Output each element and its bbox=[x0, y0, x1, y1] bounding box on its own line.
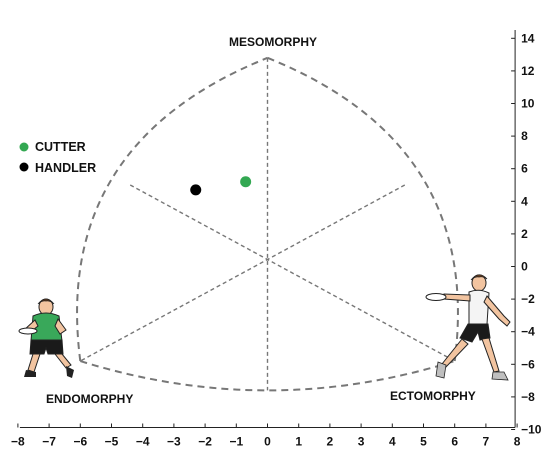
x-tick-label: −5 bbox=[105, 435, 119, 449]
y-tick-label: −8 bbox=[521, 390, 535, 404]
inner-line-right-to-endo bbox=[79, 184, 406, 362]
y-tick-label: 12 bbox=[521, 64, 535, 78]
x-tick-label: −2 bbox=[198, 435, 212, 449]
axes: −8 −7 −6 −5 −4 −3 −2 −1 0 1 2 3 4 5 6 7 8−10−8−6−4−20246… bbox=[11, 30, 542, 449]
y-tick-label: 0 bbox=[521, 260, 528, 274]
frisbee-player-endomorph-icon bbox=[18, 298, 74, 378]
y-tick-label: −2 bbox=[521, 292, 535, 306]
x-tick-label: 2 bbox=[327, 435, 334, 449]
x-tick-label: 1 bbox=[295, 435, 302, 449]
data-point-cutter bbox=[240, 176, 252, 188]
legend-label-cutter: CUTTER bbox=[35, 140, 86, 154]
legend-marker-handler bbox=[19, 162, 29, 172]
y-tick-label: −10 bbox=[521, 423, 542, 437]
y-tick-label: −4 bbox=[521, 325, 535, 339]
x-tick-label: 4 bbox=[389, 435, 396, 449]
legend-label-handler: HANDLER bbox=[35, 161, 96, 175]
y-tick-label: −6 bbox=[521, 357, 535, 371]
somatochart-outline bbox=[76, 56, 459, 392]
x-tick-label: 6 bbox=[451, 435, 458, 449]
x-tick-label: 5 bbox=[420, 435, 427, 449]
outline-right-arc bbox=[267, 56, 459, 362]
y-tick-label: 4 bbox=[521, 194, 528, 208]
x-tick-label: −6 bbox=[73, 435, 87, 449]
x-tick-label: 3 bbox=[358, 435, 365, 449]
y-tick-label: 2 bbox=[521, 227, 528, 241]
label-ectomorphy: ECTOMORPHY bbox=[390, 389, 476, 403]
y-tick-label: 14 bbox=[521, 31, 535, 45]
x-tick-label: 0 bbox=[264, 435, 271, 449]
legend: CUTTER HANDLER bbox=[19, 140, 96, 175]
outline-bottom-arc bbox=[80, 360, 455, 392]
x-tick-label: −8 bbox=[11, 435, 25, 449]
data-point-handler bbox=[190, 184, 202, 196]
legend-marker-cutter bbox=[19, 142, 29, 152]
x-tick-label: −3 bbox=[167, 435, 181, 449]
x-tick-label: −7 bbox=[42, 435, 56, 449]
x-tick-label: 7 bbox=[483, 435, 490, 449]
label-mesomorphy: MESOMORPHY bbox=[229, 35, 317, 49]
x-tick-label: 8 bbox=[514, 435, 521, 449]
data-points bbox=[190, 176, 252, 196]
inner-line-left-to-ecto bbox=[129, 184, 456, 362]
frisbee-player-ectomorph-icon bbox=[425, 274, 511, 381]
x-tick-label: −1 bbox=[229, 435, 243, 449]
y-tick-label: 10 bbox=[521, 97, 535, 111]
y-tick-label: 8 bbox=[521, 129, 528, 143]
x-tick-label: −4 bbox=[136, 435, 150, 449]
label-endomorphy: ENDOMORPHY bbox=[46, 392, 133, 406]
outline-left-arc bbox=[76, 56, 268, 362]
y-tick-label: 6 bbox=[521, 162, 528, 176]
